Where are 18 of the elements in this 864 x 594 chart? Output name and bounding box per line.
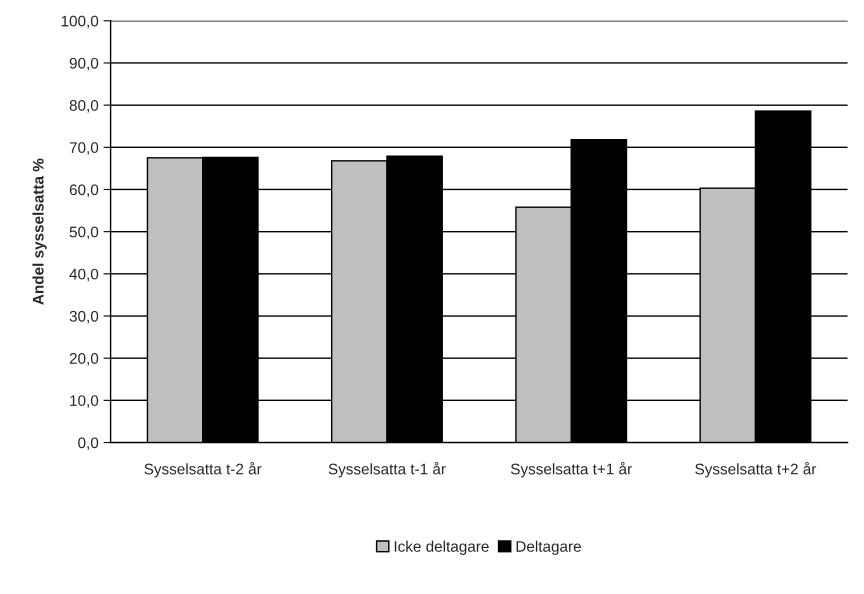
x-tick-label: Sysselsatta t+1 år [510,462,632,478]
x-tick-label: Sysselsatta t-1 år [328,462,446,478]
y-tick-label: 40,0 [69,268,98,282]
legend-label: Icke deltagare [394,540,489,555]
y-tick-label: 80,0 [70,100,98,113]
y-tick-label: 90,0 [70,58,98,70]
y-tick-label: 50,0 [70,226,98,240]
y-tick-label: 100,0 [62,16,98,28]
x-tick-label: Sysselsatta t+2 år [695,462,816,478]
legend-label: Deltagare [516,540,581,555]
y-tick-label: 0,0 [78,437,98,450]
y-tick-label: 10,0 [70,395,98,408]
y-tick-label: 20,0 [70,353,98,366]
y-tick-label: 30,0 [70,310,98,324]
x-tick-label: Sysselsatta t-2 år [144,462,262,478]
y-tick-label: 70,0 [70,142,98,155]
y-tick-label: 60,0 [70,184,98,197]
y-axis-title: Andel sysselsatta % [32,158,47,305]
